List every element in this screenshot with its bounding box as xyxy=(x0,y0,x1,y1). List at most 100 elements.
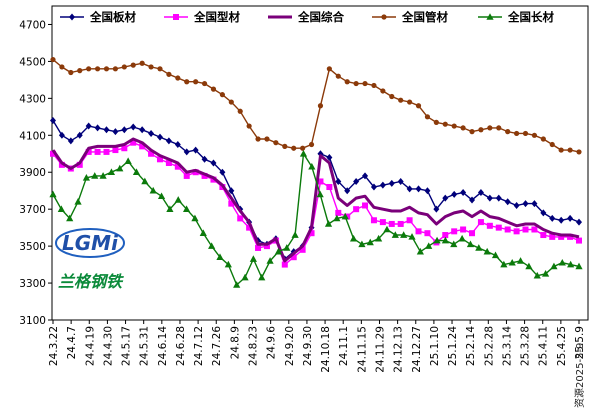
data-point xyxy=(486,222,493,229)
data-point xyxy=(291,231,299,238)
data-point xyxy=(228,187,235,195)
data-point xyxy=(112,128,119,136)
data-point xyxy=(317,178,324,185)
data-point xyxy=(156,133,163,141)
data-point xyxy=(91,172,99,179)
data-point xyxy=(576,237,582,244)
data-point xyxy=(406,217,413,224)
data-point xyxy=(333,214,341,222)
data-point xyxy=(398,97,404,103)
data-point xyxy=(192,169,199,176)
data-point xyxy=(199,229,207,236)
data-point xyxy=(442,194,449,202)
data-point xyxy=(349,234,358,242)
data-point xyxy=(366,238,374,246)
data-point xyxy=(94,124,101,132)
data-point xyxy=(353,177,360,185)
data-point xyxy=(442,232,449,239)
legend-item: 全国长材 xyxy=(478,10,554,24)
data-point xyxy=(549,141,555,148)
legend-label: 全国型材 xyxy=(193,10,240,24)
data-point xyxy=(139,143,146,150)
data-point xyxy=(433,205,440,213)
data-point xyxy=(184,79,190,85)
data-point xyxy=(182,205,191,212)
data-point xyxy=(139,126,146,134)
data-point xyxy=(487,125,493,131)
data-point xyxy=(380,88,386,94)
x-tick-label: 24.8.9 xyxy=(229,326,241,359)
x-tick-label: 24.3.22 xyxy=(48,326,60,366)
data-point xyxy=(50,56,56,63)
x-tick-label: 25.2.14 xyxy=(465,326,477,366)
data-point xyxy=(425,242,433,249)
y-axis: 3100 3300 3500 3700 3900 4100 4300 4500 4700 xyxy=(19,19,52,327)
data-point xyxy=(567,147,573,153)
data-point xyxy=(130,62,136,68)
data-point xyxy=(121,145,128,152)
data-point xyxy=(383,225,391,233)
data-point xyxy=(558,147,564,153)
data-point xyxy=(522,200,529,208)
x-tick-label: 24.9.20 xyxy=(284,326,296,366)
data-point xyxy=(282,143,288,149)
data-point xyxy=(290,254,297,261)
data-point xyxy=(165,160,172,166)
data-point xyxy=(74,197,82,205)
data-point xyxy=(486,13,494,20)
x-tick-label: 24.7.26 xyxy=(211,326,223,366)
data-point xyxy=(496,125,502,131)
data-point xyxy=(149,186,157,194)
data-point xyxy=(107,168,116,176)
data-point xyxy=(540,232,547,239)
x-tick-label: 24.9.30 xyxy=(302,326,314,366)
data-point xyxy=(300,145,306,151)
source-text: 资源2025-5-9 xyxy=(573,343,586,408)
data-point xyxy=(505,129,511,135)
data-point xyxy=(460,125,466,131)
data-point xyxy=(451,123,457,129)
data-point xyxy=(424,114,431,120)
data-point xyxy=(112,66,119,72)
data-point xyxy=(381,14,387,20)
data-point xyxy=(157,192,166,200)
data-point xyxy=(67,137,74,145)
data-point xyxy=(263,243,270,250)
data-point xyxy=(389,93,395,100)
x-tick-label: 24.4.19 xyxy=(84,326,96,366)
data-point xyxy=(353,206,360,213)
data-point xyxy=(157,66,163,72)
data-point xyxy=(208,242,216,249)
data-point xyxy=(50,150,56,157)
data-point xyxy=(103,66,110,72)
data-point xyxy=(130,123,137,131)
x-tick-label: 24.5.31 xyxy=(139,326,151,366)
data-point xyxy=(370,217,377,224)
data-point xyxy=(246,224,253,231)
x-tick-label: 24.11.15 xyxy=(356,326,368,373)
x-tick-label: 25.2.28 xyxy=(483,326,495,366)
data-point xyxy=(49,190,57,198)
data-point xyxy=(504,226,511,233)
data-point xyxy=(483,247,491,255)
data-point xyxy=(283,244,291,251)
data-point xyxy=(94,148,101,155)
data-point xyxy=(132,168,141,176)
data-point xyxy=(308,141,315,148)
data-point xyxy=(174,141,181,149)
data-point xyxy=(273,140,279,146)
data-point xyxy=(400,231,408,238)
y-tick-label: 3100 xyxy=(19,315,46,327)
data-point xyxy=(344,187,351,195)
data-point xyxy=(255,136,261,142)
data-point xyxy=(94,66,101,72)
data-point xyxy=(193,79,199,85)
data-point xyxy=(224,260,232,268)
data-point xyxy=(441,236,450,244)
data-point xyxy=(141,177,149,185)
data-point xyxy=(469,129,475,135)
data-point xyxy=(201,80,208,87)
data-point xyxy=(477,219,484,226)
data-point xyxy=(379,219,386,226)
legend-label: 全国板材 xyxy=(89,10,136,24)
